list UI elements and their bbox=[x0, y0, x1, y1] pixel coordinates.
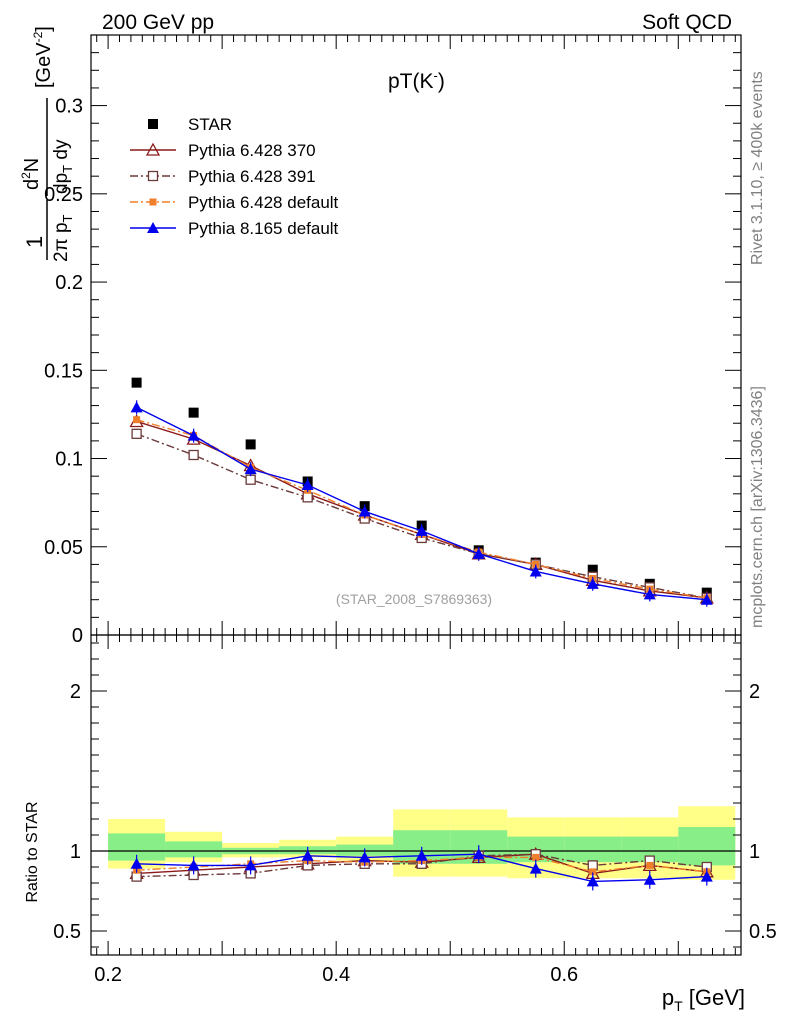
y-main-tick-label-6: 0.3 bbox=[55, 96, 83, 118]
legend-label-2: Pythia 6.428 391 bbox=[188, 167, 316, 186]
y-label-frac-1: 1 bbox=[22, 236, 47, 248]
series-4-main-point-3 bbox=[301, 479, 314, 490]
y-main-tick-label-0: 0 bbox=[72, 625, 83, 647]
y-label-d2n: d2N bbox=[19, 158, 43, 190]
y-ratio-tick-label-left-2: 2 bbox=[70, 681, 81, 703]
series-4-main-point-9 bbox=[643, 588, 656, 600]
series-3-main-line bbox=[136, 419, 707, 599]
x-tick-label-1: 0.4 bbox=[322, 964, 350, 986]
legend-label-1: Pythia 6.428 370 bbox=[188, 141, 316, 160]
series-4-main-point-7 bbox=[529, 565, 542, 577]
legend-marker-3 bbox=[149, 198, 157, 206]
y-ratio-tick-label-left-1: 1 bbox=[70, 841, 81, 863]
series-4-main-point-4 bbox=[358, 505, 371, 517]
series-0-main-point-0 bbox=[131, 377, 142, 388]
series-2-main-point-0 bbox=[131, 428, 142, 439]
series-4-ratio-point-1 bbox=[187, 859, 200, 871]
y-main-tick-label-3: 0.15 bbox=[44, 360, 83, 382]
series-4-main-point-1 bbox=[187, 429, 200, 441]
main-series-lines bbox=[129, 377, 714, 607]
series-4-main-point-0 bbox=[130, 401, 143, 413]
series-4-ratio-point-0 bbox=[130, 857, 143, 869]
ratio-frame bbox=[90, 634, 742, 956]
legend-marker-0 bbox=[148, 119, 158, 129]
legend-label-4: Pythia 8.165 default bbox=[188, 219, 339, 238]
header-right: Soft QCD bbox=[642, 11, 732, 34]
series-0-main-point-1 bbox=[188, 407, 199, 418]
plot-title: pT(K-) bbox=[388, 68, 445, 93]
rivet-label: Rivet 3.1.10, ≥ 400k events bbox=[749, 71, 766, 265]
series-2-main-point-2 bbox=[245, 474, 256, 485]
series-4-ratio-point-4 bbox=[358, 851, 371, 863]
series-4-ratio-point-6 bbox=[472, 848, 485, 860]
y-axis-label-ratio: Ratio to STAR bbox=[24, 801, 41, 902]
series-2-main-line bbox=[136, 433, 707, 599]
series-0-main-point-2 bbox=[245, 439, 256, 450]
series-4-ratio-point-7 bbox=[529, 862, 542, 874]
axes: 0.2 0.4 0.6 0 0.05 0.1 0.15 0.2 0.25 0.3 0.5 0.5 1 1 2… bbox=[44, 34, 777, 986]
x-axis-label: pT [GeV] bbox=[662, 985, 745, 1014]
legend-marker-1 bbox=[145, 142, 161, 156]
y-axis-label-main: 1 2π pT d2N dpT dy [GeV-2] bbox=[19, 26, 75, 262]
legend-label-3: Pythia 6.428 default bbox=[188, 193, 339, 212]
y-label-2pipt: 2π pT bbox=[51, 214, 75, 262]
series-4-main-point-5 bbox=[415, 524, 428, 536]
series-0-main-point-8 bbox=[587, 564, 598, 575]
x-tick-label-2: 0.6 bbox=[550, 964, 578, 986]
y-main-tick-label-5: 0.25 bbox=[44, 184, 83, 206]
y-ratio-tick-label-right-0: 0.5 bbox=[749, 921, 777, 943]
y-ratio-tick-label-right-1: 1 bbox=[749, 841, 760, 863]
series-4-ratio-point-10 bbox=[700, 870, 713, 882]
header-left: 200 GeV pp bbox=[102, 11, 214, 34]
series-3-ratio-point-7 bbox=[532, 853, 540, 861]
series-3-main-point-0 bbox=[133, 416, 141, 424]
series-1-main-line bbox=[136, 420, 707, 599]
x-tick-label-0: 0.2 bbox=[94, 964, 122, 986]
legend-marker-4 bbox=[147, 222, 159, 233]
legend: STAR Pythia 6.428 370 Pythia 6.428 391 Pyth… bbox=[130, 115, 339, 238]
y-label-dptdy: dpT dy bbox=[51, 139, 75, 194]
legend-marker-2 bbox=[147, 170, 159, 182]
y-label-unit: [GeV-2] bbox=[31, 26, 55, 88]
series-4-ratio-point-9 bbox=[643, 873, 656, 885]
y-main-tick-label-1: 0.05 bbox=[44, 537, 83, 559]
series-4-main-point-10 bbox=[700, 593, 713, 605]
series-4-ratio-point-2 bbox=[244, 859, 257, 871]
y-main-tick-label-4: 0.2 bbox=[55, 272, 83, 294]
series-4-ratio-point-3 bbox=[301, 849, 314, 861]
y-main-tick-label-2: 0.1 bbox=[55, 449, 83, 471]
series-4-main-line bbox=[136, 406, 707, 601]
ratio-uncertainty-bands bbox=[91, 806, 741, 880]
mcplots-label: mcplots.cern.ch [arXiv:1306.3436] bbox=[749, 386, 766, 628]
series-4-ratio-point-5 bbox=[415, 849, 428, 861]
series-3-ratio-point-9 bbox=[646, 861, 654, 869]
series-3-main-point-7 bbox=[532, 560, 540, 568]
series-2-main-point-3 bbox=[302, 492, 313, 503]
series-3-ratio-point-8 bbox=[589, 868, 597, 876]
y-ratio-tick-label-right-2: 2 bbox=[749, 681, 760, 703]
band-green-1 bbox=[165, 841, 223, 858]
series-2-main-point-1 bbox=[188, 449, 199, 461]
series-4-main-point-8 bbox=[586, 577, 599, 589]
band-green-8 bbox=[564, 836, 622, 863]
band-green-10 bbox=[678, 827, 736, 866]
ratio-series-lines bbox=[129, 845, 714, 891]
legend-label-0: STAR bbox=[188, 115, 232, 134]
analysis-watermark: (STAR_2008_S7869363) bbox=[336, 591, 492, 607]
series-4-ratio-point-8 bbox=[586, 875, 599, 887]
series-4-main-point-6 bbox=[472, 547, 485, 559]
series-4-main-point-2 bbox=[244, 463, 257, 475]
y-ratio-tick-label-left-0: 0.5 bbox=[53, 921, 81, 943]
